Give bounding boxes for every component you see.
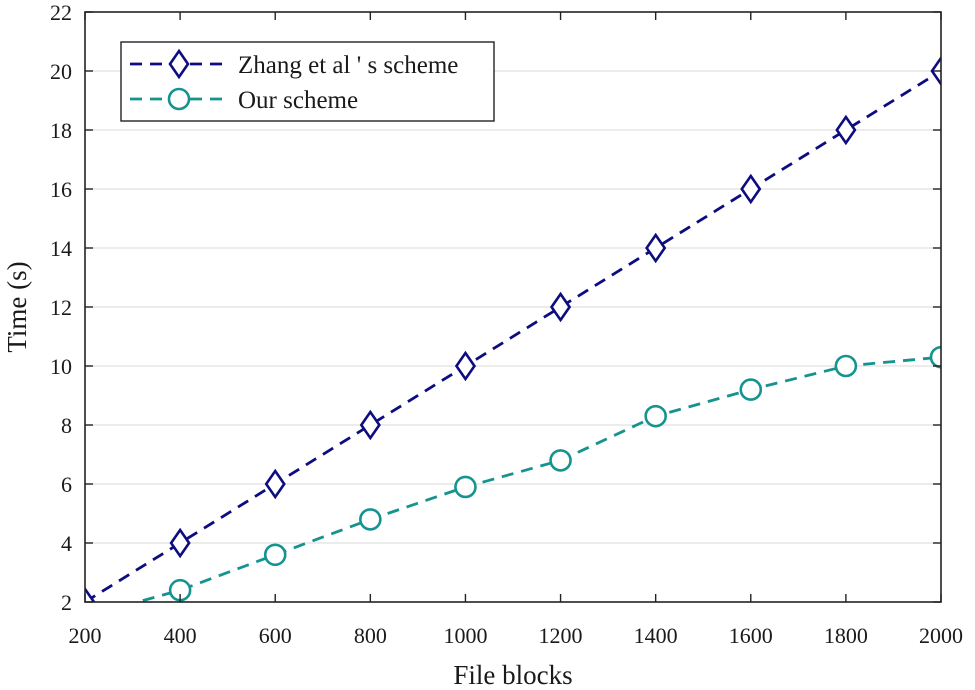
series-line-0	[85, 69, 941, 602]
x-tick-labels: 200 400 600 800 1000 1200 1400 1600 1800 2000	[69, 623, 964, 648]
x-tick-label-8: 1800	[824, 623, 868, 648]
y-tick-label-8: 18	[50, 118, 72, 143]
series-line-1	[132, 355, 941, 602]
legend-marker-shape-1	[167, 87, 191, 111]
series-0-point-2	[264, 468, 286, 500]
series-1-point-4	[454, 475, 477, 499]
y-tick-label-7: 16	[50, 177, 72, 202]
y-tick-label-0: 2	[61, 590, 72, 615]
y-axis-label: Time (s)	[2, 261, 32, 352]
series-0-point-6	[645, 232, 667, 264]
marker-layer	[85, 55, 941, 602]
series-0-point-3	[359, 409, 381, 441]
series-1-point-5	[549, 449, 572, 472]
legend-marker-ours	[167, 87, 191, 111]
series-0-point-5	[549, 291, 572, 323]
series-0-point-4	[454, 350, 477, 382]
series-1-point-2	[263, 543, 287, 567]
series-layer	[85, 69, 941, 602]
legend-marker-shape-0	[168, 48, 190, 80]
grid-lines	[85, 70, 941, 544]
legend: Zhang et al ' s scheme Our scheme	[120, 41, 495, 122]
x-axis-label: File blocks	[453, 660, 572, 690]
series-0-point-8	[835, 114, 857, 146]
x-tick-label-7: 1600	[729, 623, 773, 648]
axis-ticks	[84, 11, 942, 603]
series-1-point-6	[644, 404, 667, 428]
series-1-point-9	[929, 345, 941, 369]
x-tick-label-0: 200	[69, 623, 102, 648]
x-tick-label-9: 2000	[919, 623, 963, 648]
y-tick-labels: 2 4 6 8 10 12 14 16 18 20 22	[50, 0, 72, 615]
y-tick-label-2: 6	[61, 472, 72, 497]
series-1-point-8	[834, 354, 858, 378]
x-tick-label-5: 1200	[539, 623, 583, 648]
y-tick-label-5: 12	[50, 295, 72, 320]
legend-label-ours: Our scheme	[238, 87, 358, 114]
legend-label-zhang: Zhang et al ' s scheme	[238, 52, 458, 79]
y-tick-label-3: 8	[61, 413, 72, 438]
series-0-point-7	[740, 173, 762, 205]
series-1-point-7	[739, 378, 763, 401]
x-tick-label-3: 800	[354, 623, 387, 648]
y-tick-label-1: 4	[61, 531, 72, 556]
y-tick-label-4: 10	[50, 354, 72, 379]
x-tick-label-1: 400	[164, 623, 197, 648]
series-0-point-0	[85, 586, 96, 602]
x-tick-label-6: 1400	[634, 623, 678, 648]
legend-marker-zhang	[168, 48, 190, 80]
series-1-point-3	[359, 508, 382, 531]
y-tick-label-10: 22	[50, 0, 72, 25]
series-0-point-1	[169, 527, 191, 559]
x-tick-label-2: 600	[259, 623, 292, 648]
y-tick-label-9: 20	[50, 59, 72, 84]
x-tick-label-4: 1000	[443, 623, 487, 648]
y-tick-label-6: 14	[50, 236, 72, 261]
